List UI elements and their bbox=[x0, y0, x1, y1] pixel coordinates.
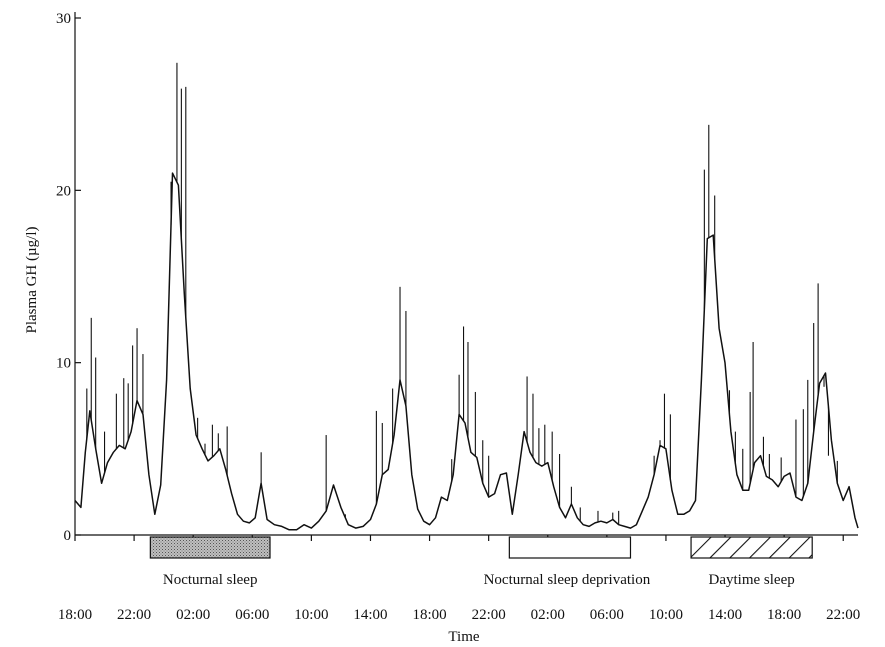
period-label: Nocturnal sleep deprivation bbox=[484, 572, 651, 588]
period-bar bbox=[149, 536, 271, 559]
x-tick-label: 02:00 bbox=[531, 607, 565, 623]
x-tick-label: 10:00 bbox=[649, 607, 683, 623]
x-tick-label: 14:00 bbox=[708, 607, 742, 623]
x-tick-label: 18:00 bbox=[412, 607, 446, 623]
x-axis-label: Time bbox=[448, 629, 479, 645]
x-tick-label: 10:00 bbox=[294, 607, 328, 623]
x-tick-label: 22:00 bbox=[117, 607, 151, 623]
period-bar bbox=[508, 536, 632, 559]
period-bars: Nocturnal sleep Nocturnal sleep deprivati… bbox=[149, 536, 813, 588]
y-ticks: 0 10 20 30 bbox=[56, 11, 81, 544]
x-tick-label: 22:00 bbox=[472, 607, 506, 623]
y-tick-label: 0 bbox=[64, 528, 72, 544]
spike-lines bbox=[86, 62, 838, 525]
x-tick-label: 06:00 bbox=[590, 607, 624, 623]
x-tick-label: 22:00 bbox=[826, 607, 860, 623]
x-tick-label: 02:00 bbox=[176, 607, 210, 623]
y-tick-label: 10 bbox=[56, 356, 71, 372]
x-tick-label: 14:00 bbox=[353, 607, 387, 623]
x-ticks: 18:00 22:00 02:00 06:00 10:00 14:00 18:00 22:00… bbox=[58, 535, 860, 623]
y-tick-label: 30 bbox=[56, 11, 71, 27]
y-tick-label: 20 bbox=[56, 183, 71, 199]
x-tick-label: 18:00 bbox=[58, 607, 92, 623]
y-axis-label: Plasma GH (µg/l) bbox=[24, 227, 40, 334]
period-label: Nocturnal sleep bbox=[163, 572, 258, 588]
x-tick-label: 18:00 bbox=[767, 607, 801, 623]
series-line bbox=[74, 172, 859, 531]
period-bar bbox=[690, 536, 813, 559]
period-label: Daytime sleep bbox=[709, 572, 795, 588]
x-tick-label: 06:00 bbox=[235, 607, 269, 623]
